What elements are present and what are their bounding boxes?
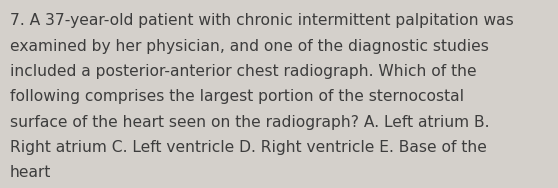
Text: heart: heart <box>10 165 51 180</box>
Text: following comprises the largest portion of the sternocostal: following comprises the largest portion … <box>10 89 464 104</box>
Text: included a posterior-anterior chest radiograph. Which of the: included a posterior-anterior chest radi… <box>10 64 477 79</box>
Text: Right atrium C. Left ventricle D. Right ventricle E. Base of the: Right atrium C. Left ventricle D. Right … <box>10 140 487 155</box>
Text: examined by her physician, and one of the diagnostic studies: examined by her physician, and one of th… <box>10 39 489 54</box>
Text: 7. A 37-year-old patient with chronic intermittent palpitation was: 7. A 37-year-old patient with chronic in… <box>10 13 514 28</box>
Text: surface of the heart seen on the radiograph? A. Left atrium B.: surface of the heart seen on the radiogr… <box>10 115 489 130</box>
